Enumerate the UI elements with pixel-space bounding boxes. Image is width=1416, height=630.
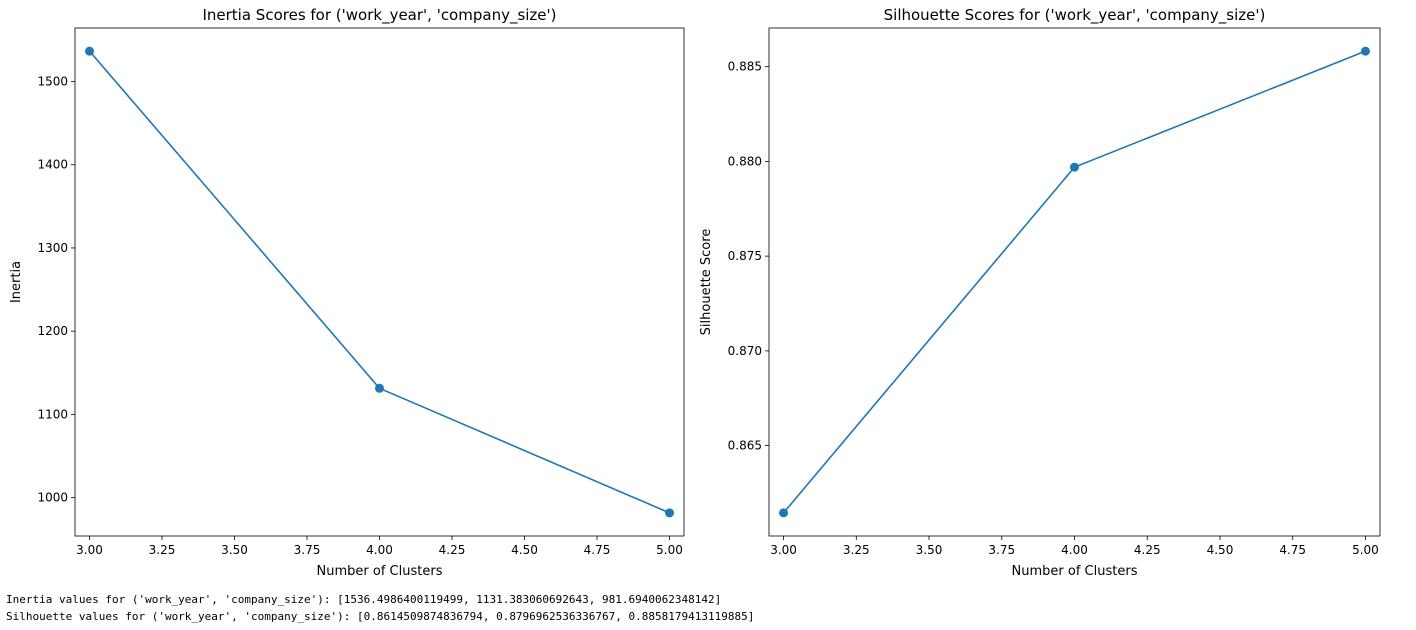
inertia-x-tick-label: 3.00 bbox=[76, 543, 103, 557]
silhouette-data-point bbox=[1070, 162, 1079, 172]
inertia-x-tick-label: 3.25 bbox=[149, 543, 176, 557]
silhouette-x-tick-label: 5.00 bbox=[1352, 543, 1379, 557]
silhouette-x-tick-label: 3.00 bbox=[770, 543, 797, 557]
inertia-x-tick-label: 3.75 bbox=[294, 543, 321, 557]
silhouette-axes-frame bbox=[768, 27, 1381, 537]
inertia-x-tick-label: 4.75 bbox=[584, 543, 611, 557]
inertia-y-tick-label: 1500 bbox=[37, 75, 68, 89]
inertia-x-tick-label: 3.50 bbox=[221, 543, 248, 557]
silhouette-data-point bbox=[1360, 46, 1370, 56]
silhouette-y-tick-label: 0.865 bbox=[728, 439, 762, 453]
silhouette-x-tick-label: 4.50 bbox=[1207, 543, 1234, 557]
inertia-x-axis-label: Number of Clusters bbox=[317, 564, 443, 579]
silhouette-chart: 3.00 3.25 3.50 3.75 4.00 4.25 4.50 4.75 5.00 0.86… bbox=[699, 6, 1381, 579]
inertia-chart: 3.00 3.25 3.50 3.75 4.00 4.25 4.50 4.75 5.00 1000… bbox=[9, 6, 685, 579]
silhouette-x-tick-label: 3.75 bbox=[988, 543, 1015, 557]
silhouette-y-axis-label: Silhouette Score bbox=[699, 229, 714, 336]
silhouette-x-tick-label: 4.25 bbox=[1134, 543, 1161, 557]
figure: 3.00 3.25 3.50 3.75 4.00 4.25 4.50 4.75 5.00 1000… bbox=[9, 6, 1381, 579]
inertia-values-output: Inertia values for ('work_year', 'compan… bbox=[6, 593, 722, 606]
inertia-axes-frame bbox=[74, 27, 685, 537]
inertia-y-tick-label: 1300 bbox=[37, 241, 68, 255]
silhouette-y-tick-label: 0.875 bbox=[728, 249, 762, 263]
inertia-chart-title: Inertia Scores for ('work_year', 'compan… bbox=[202, 6, 556, 25]
silhouette-y-tick-label: 0.870 bbox=[728, 344, 762, 358]
inertia-x-tick-label: 4.25 bbox=[439, 543, 466, 557]
silhouette-data-point bbox=[779, 508, 789, 518]
inertia-y-tick-label: 1100 bbox=[37, 407, 68, 421]
silhouette-x-tick-label: 3.50 bbox=[916, 543, 943, 557]
inertia-data-point bbox=[85, 46, 94, 56]
silhouette-y-tick-label: 0.880 bbox=[728, 154, 762, 168]
inertia-y-axis-label: Inertia bbox=[9, 261, 24, 303]
silhouette-series-line bbox=[782, 50, 1366, 514]
silhouette-values-output: Silhouette values for ('work_year', 'com… bbox=[6, 610, 755, 623]
inertia-y-tick-label: 1000 bbox=[37, 491, 68, 505]
silhouette-x-tick-label: 3.25 bbox=[843, 543, 870, 557]
inertia-series-line bbox=[88, 50, 670, 514]
silhouette-chart-title: Silhouette Scores for ('work_year', 'com… bbox=[884, 6, 1266, 25]
silhouette-x-tick-label: 4.75 bbox=[1279, 543, 1306, 557]
silhouette-x-tick-label: 4.00 bbox=[1061, 543, 1088, 557]
inertia-y-tick-label: 1200 bbox=[37, 324, 68, 338]
inertia-x-tick-label: 4.00 bbox=[366, 543, 393, 557]
silhouette-x-axis-label: Number of Clusters bbox=[1012, 564, 1138, 579]
inertia-data-point bbox=[665, 508, 674, 518]
inertia-x-tick-label: 5.00 bbox=[656, 543, 683, 557]
inertia-data-point bbox=[375, 383, 384, 393]
silhouette-y-tick-label: 0.885 bbox=[728, 60, 762, 74]
inertia-x-tick-label: 4.50 bbox=[511, 543, 538, 557]
inertia-y-tick-label: 1400 bbox=[37, 158, 68, 172]
